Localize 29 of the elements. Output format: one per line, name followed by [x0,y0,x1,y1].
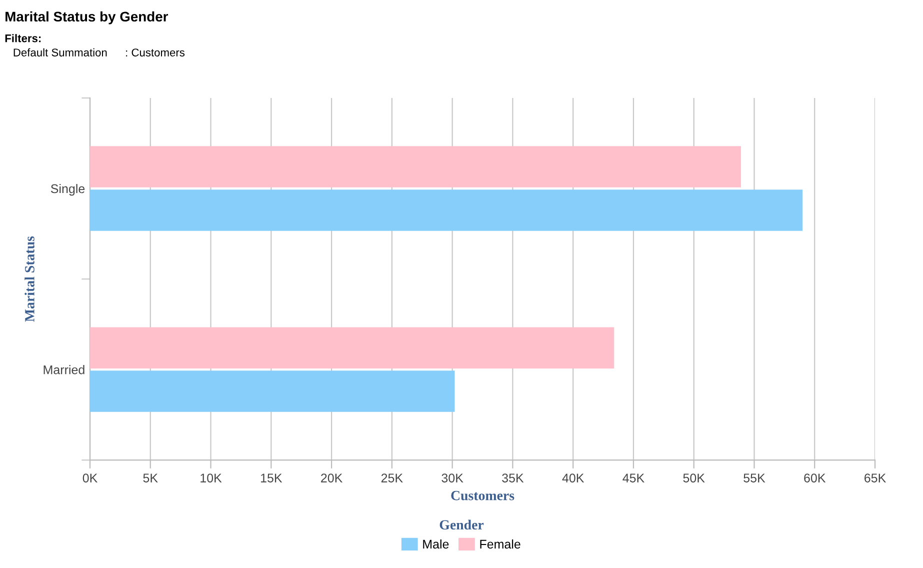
text: Default Summation [14,48,107,56]
x-tick-label: 25K [381,474,403,482]
x-tick-label: 5K [143,474,158,482]
x-tick-label: 15K [260,474,282,482]
legend-label: Male [423,539,449,549]
x-tick-label: 0K [82,474,98,482]
text: : Customers [126,48,185,56]
x-tick-label: 60K [804,474,826,482]
bar [90,327,614,368]
x-tick-label: 45K [622,474,644,482]
x-tick-label: 40K [562,474,584,482]
x-axis-title: Customers [451,490,514,500]
x-tick-label: 50K [683,474,705,482]
y-tick-label: Single [50,184,85,196]
y-axis-title: Marital Status [24,236,34,322]
bar [90,146,741,188]
legend-title: Gender [440,520,484,530]
x-tick-label: 30K [442,474,464,482]
text: Filters: [5,34,41,42]
legend-label: Female [480,539,520,549]
bar [90,370,455,412]
x-tick-label: 55K [744,474,766,482]
x-tick-label: 35K [502,474,524,482]
x-tick-label: 10K [200,474,222,482]
x-tick-label: 65K [864,474,886,482]
y-tick-label: Married [44,365,84,374]
chart-title: Marital Status by Gender [6,11,168,24]
bar [90,190,803,231]
x-tick-label: 20K [321,474,343,482]
